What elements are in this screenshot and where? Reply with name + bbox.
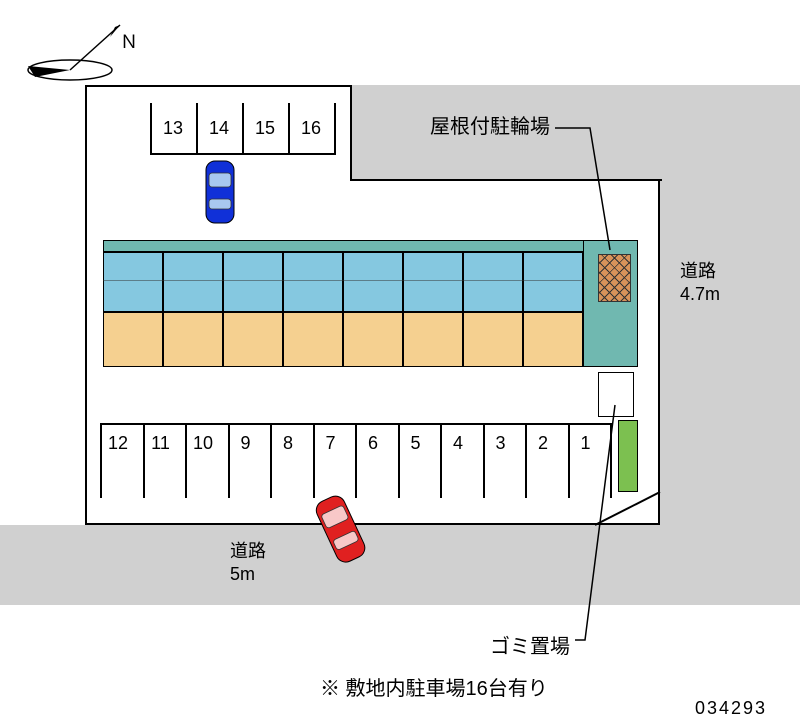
unit-bottom — [463, 312, 523, 367]
document-id: 034293 — [695, 698, 767, 719]
parking-num-6: 6 — [359, 433, 387, 454]
label-covered-bike: 屋根付駐輪場 — [430, 110, 550, 139]
label-note: ※ 敷地内駐車場16台有り — [320, 672, 548, 701]
label-road-right: 道路 4.7m — [680, 260, 720, 307]
parking-num-11: 11 — [147, 433, 175, 454]
parking-num-12: 12 — [104, 433, 132, 454]
parking-num-4: 4 — [444, 433, 472, 454]
unit-bottom — [523, 312, 583, 367]
parking-num-9: 9 — [232, 433, 260, 454]
parking-line — [440, 423, 442, 498]
unit-bottom — [223, 312, 283, 367]
unit-bottom — [343, 312, 403, 367]
unit-bottom — [403, 312, 463, 367]
parking-num-8: 8 — [274, 433, 302, 454]
parking-num-16: 16 — [296, 118, 326, 139]
parking-num-10: 10 — [189, 433, 217, 454]
parking-line — [483, 423, 485, 498]
car-blue — [200, 155, 240, 230]
parking-num-14: 14 — [204, 118, 234, 139]
label-road-bottom: 道路 5m — [230, 540, 266, 587]
road-right — [660, 85, 800, 605]
leader-garbage — [575, 395, 635, 645]
parking-num-7: 7 — [317, 433, 345, 454]
parking-num-15: 15 — [250, 118, 280, 139]
parking-line — [100, 423, 102, 498]
label-garbage: ゴミ置場 — [490, 630, 570, 659]
parking-line — [398, 423, 400, 498]
parking-num-13: 13 — [158, 118, 188, 139]
parking-line — [313, 423, 315, 498]
parking-num-5: 5 — [402, 433, 430, 454]
unit-bottom — [163, 312, 223, 367]
unit-bottom — [103, 312, 163, 367]
parking-line — [568, 423, 570, 498]
parking-line — [270, 423, 272, 498]
unit-bottom — [283, 312, 343, 367]
compass-icon — [15, 15, 125, 85]
parking-line — [185, 423, 187, 498]
interior-detail — [103, 252, 583, 312]
parking-line — [355, 423, 357, 498]
parking-line — [228, 423, 230, 498]
parking-line — [143, 423, 145, 498]
parking-num-2: 2 — [529, 433, 557, 454]
leader-covered-bike — [555, 120, 635, 270]
compass-label: Ｎ — [120, 28, 138, 54]
parking-num-3: 3 — [487, 433, 515, 454]
parking-line — [525, 423, 527, 498]
